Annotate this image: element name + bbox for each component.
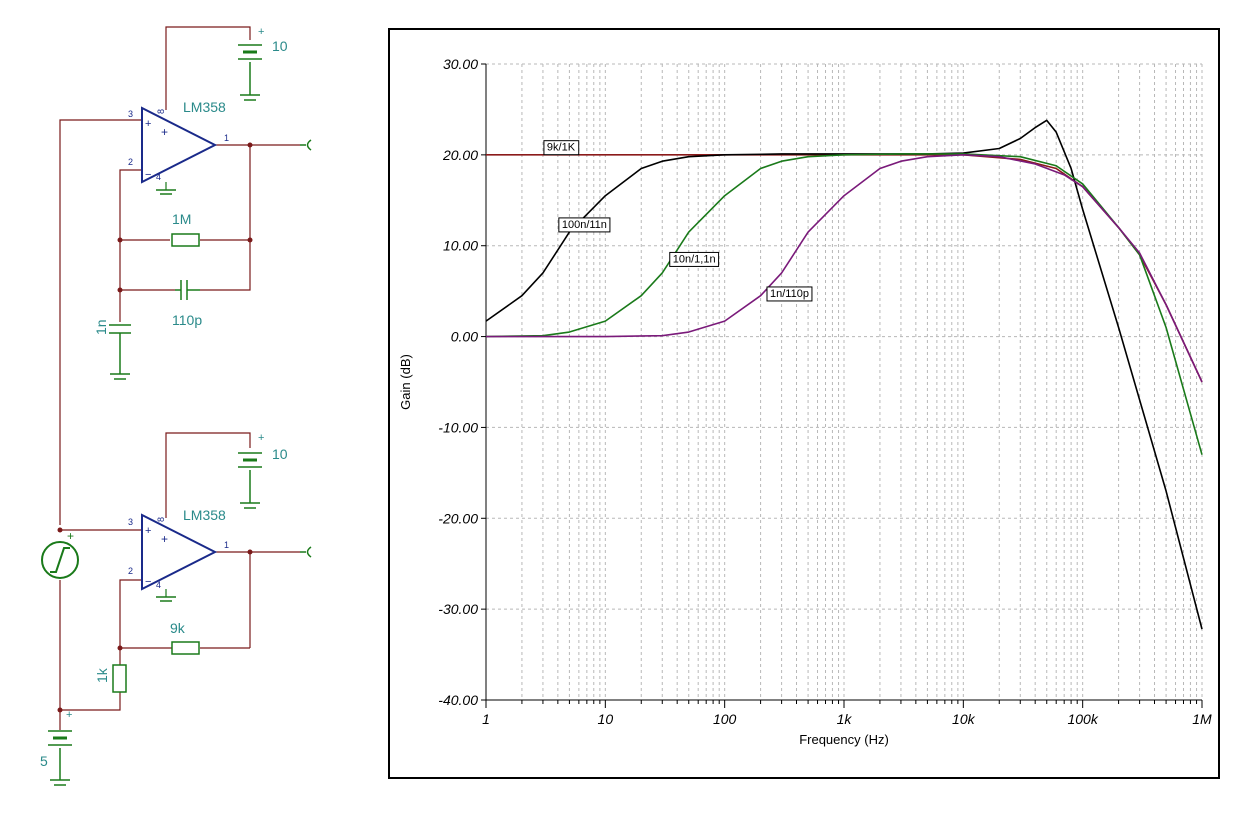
svg-text:100n/11n: 100n/11n [562,219,607,231]
bottom-opamp-pin-8: 8 [156,517,166,522]
bode-plot-panel: 30.00 20.00 10.00 0.00 -10.00 -20.00 -30.00 -40… [388,28,1220,779]
signal-source-icon: + [41,529,79,579]
svg-text:−: − [145,169,151,181]
y-tick-label: -20.00 [438,510,478,526]
bottom-opamp-pin-2: 2 [128,566,133,576]
svg-text:−: − [145,576,151,588]
bias-battery [48,730,72,786]
x-tick-label: 1k [837,711,853,727]
svg-text:+: + [161,125,168,139]
schematic-wires [59,26,300,730]
feedback-resistor-label: 1M [172,211,191,227]
circuit-schematic: + 10 + + − 3 2 8 4 1 LM358 1M 110p 1n [40,26,312,786]
junction-dots [57,142,253,713]
top-supply-value: 10 [272,38,288,54]
top-supply-battery [238,44,262,101]
top-opamp-part: LM358 [183,99,226,115]
y-tick-label: -10.00 [438,419,478,435]
bottom-opamp: + + − 3 2 8 4 1 [128,513,229,602]
x-axis-label: Frequency (Hz) [799,732,889,747]
y-tick-label: 10.00 [443,238,478,254]
bottom-supply-plus: + [258,432,264,444]
bias-supply-value: 5 [40,753,48,769]
curve-annotations: 9k/1K 100n/11n 10n/1,1n 1n/110p [543,140,813,302]
svg-text:10n/1,1n: 10n/1,1n [673,253,716,265]
ground-capacitor-1n [109,324,131,380]
y-tick-label: -30.00 [438,601,478,617]
svg-text:+: + [145,525,151,537]
top-opamp-pin-2: 2 [128,157,133,167]
y-tick-label: -40.00 [438,692,478,708]
top-opamp-pin-3: 3 [128,109,133,119]
y-tick-label: 20.00 [442,147,478,163]
bottom-output-terminal [300,546,312,558]
x-tick-label: 100k [1067,711,1098,727]
top-opamp-pin-1: 1 [224,133,229,143]
curve-annotation: 9k/1K [543,140,580,156]
curve-annotation: 10n/1,1n [669,251,720,267]
feedback-resistor-9k [171,641,200,655]
bottom-opamp-pin-3: 3 [128,517,133,527]
bottom-supply-value: 10 [272,446,288,462]
x-tick-label: 100 [713,711,737,727]
ground-capacitor-label: 1n [93,319,109,335]
axes: 30.00 20.00 10.00 0.00 -10.00 -20.00 -30.00 -40… [438,56,1212,727]
top-opamp-pin-8: 8 [156,109,166,114]
y-tick-label: 30.00 [443,56,478,72]
x-tick-label: 10k [952,711,976,727]
top-supply-plus: + [258,26,264,38]
svg-text:+: + [145,118,151,130]
series-line [486,154,1203,383]
x-tick-label: 10 [598,711,614,727]
feedback-resistor-2-label: 9k [170,620,186,636]
bottom-supply-battery [238,452,262,509]
x-tick-label: 1M [1192,711,1212,727]
svg-text:+: + [161,532,168,546]
bottom-opamp-part: LM358 [183,507,226,523]
bottom-opamp-pin-1: 1 [224,540,229,550]
bottom-opamp-pin-4: 4 [156,580,161,590]
ground-resistor-label: 1k [94,667,110,683]
top-opamp: + + − 3 2 8 4 1 [128,106,229,195]
bias-supply-plus: + [66,709,72,721]
y-axis-label: Gain (dB) [398,354,413,410]
feedback-capacitor-label: 110p [172,312,202,328]
svg-text:1n/110p: 1n/110p [770,288,809,300]
top-output-terminal [300,139,312,151]
series-lines [485,119,1203,630]
svg-text:9k/1K: 9k/1K [547,142,576,154]
ground-resistor-1k [112,664,127,693]
feedback-capacitor-110p [175,280,200,300]
curve-annotation: 1n/110p [766,286,813,302]
x-tick-label: 1 [482,711,490,727]
y-tick-label: 0.00 [451,329,478,345]
top-opamp-pin-4: 4 [156,172,161,182]
svg-text:+: + [67,529,74,543]
curve-annotation: 100n/11n [558,217,611,233]
grid [485,63,1203,701]
feedback-resistor-1m [171,233,200,247]
bode-plot: 30.00 20.00 10.00 0.00 -10.00 -20.00 -30.00 -40… [398,56,1212,747]
